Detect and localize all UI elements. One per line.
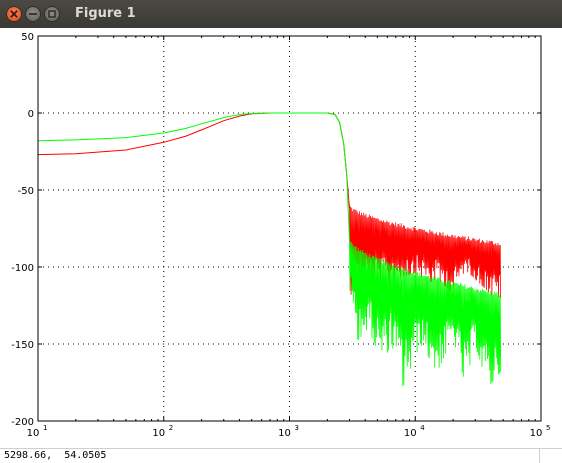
status-bar: 5298.66, 54.0505 (0, 448, 562, 463)
y-tick-label: 0 (28, 109, 34, 120)
maximize-icon (45, 7, 59, 21)
x-tick-exponent: 3 (295, 424, 299, 432)
x-tick-exponent: 4 (420, 424, 425, 432)
y-tick-label: -150 (11, 340, 34, 351)
y-tick-label: -50 (18, 186, 34, 197)
x-tick-label: 10 (278, 428, 291, 439)
x-tick-label: 10 (152, 428, 165, 439)
title-bar[interactable]: Figure 1 (0, 0, 562, 29)
maximize-button[interactable] (44, 6, 60, 22)
x-tick-label: 10 (404, 428, 417, 439)
resize-grip[interactable] (539, 449, 562, 463)
y-tick-label: 50 (21, 32, 34, 43)
series-line-green (38, 113, 350, 239)
close-button[interactable] (6, 6, 22, 22)
cursor-coordinates: 5298.66, 54.0505 (4, 449, 106, 462)
plot-area[interactable]: 10 1 10 2 10 3 10 4 10 5 50 0 -50 -100 -150 -200 (0, 28, 562, 448)
close-icon (7, 7, 21, 21)
x-tick-exponent: 2 (169, 424, 173, 432)
axes-box (38, 36, 541, 421)
y-tick-label: -100 (11, 263, 34, 274)
x-tick-exponent: 5 (546, 424, 550, 432)
window-title: Figure 1 (75, 5, 136, 23)
minimize-button[interactable] (25, 6, 41, 22)
x-tick-label: 10 (27, 428, 40, 439)
x-tick-label: 10 (530, 428, 543, 439)
x-tick-exponent: 1 (43, 424, 47, 432)
minimize-icon (26, 7, 40, 21)
series-line-red (38, 113, 350, 209)
y-tick-label: -200 (11, 417, 34, 428)
